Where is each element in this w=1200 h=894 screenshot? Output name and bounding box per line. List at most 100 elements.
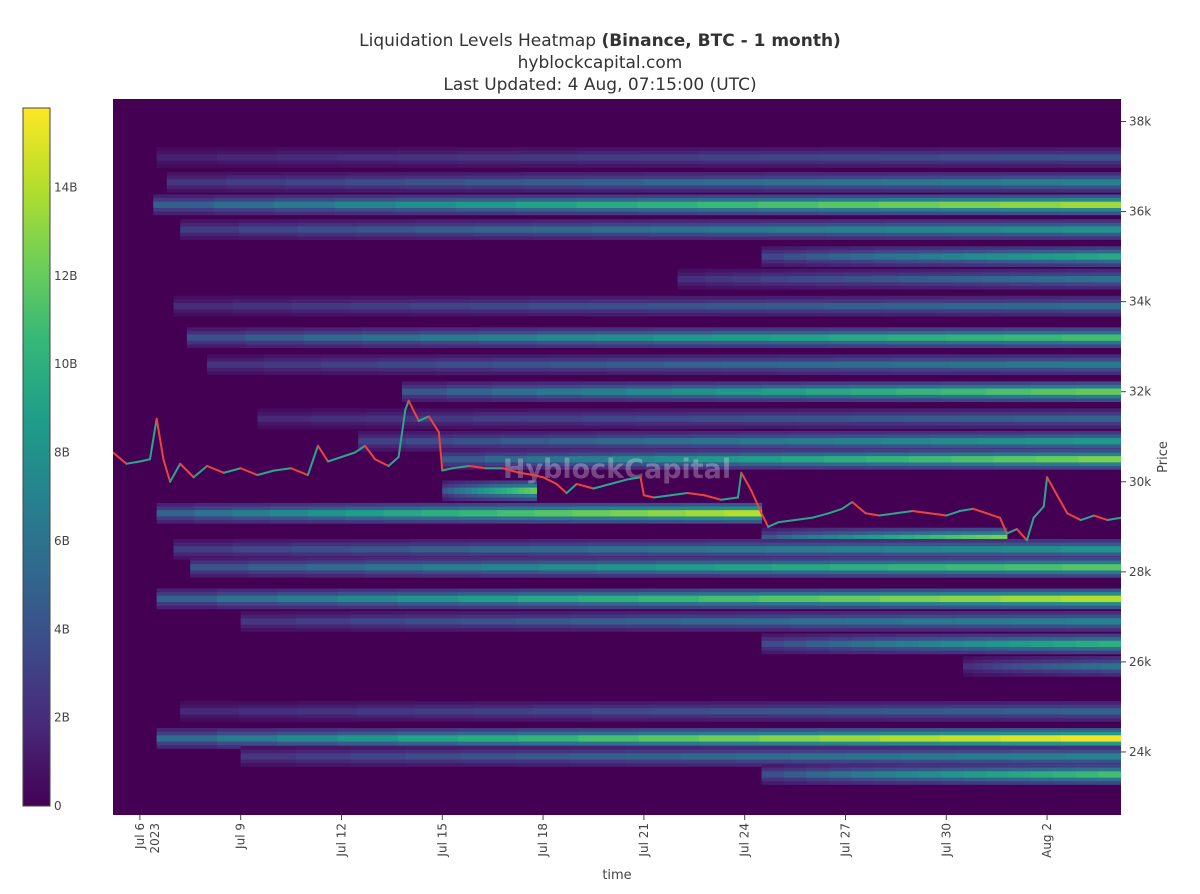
price-segment bbox=[794, 516, 813, 522]
heatmap-cell bbox=[1076, 771, 1100, 778]
heatmap-cell bbox=[882, 179, 943, 186]
heatmap-cell bbox=[709, 226, 769, 233]
heatmap-cell bbox=[186, 334, 246, 341]
heatmap-cell bbox=[900, 753, 957, 760]
heatmap-cell bbox=[896, 253, 920, 260]
price-segment bbox=[138, 458, 151, 463]
price-segment bbox=[851, 501, 867, 515]
heatmap-cell bbox=[830, 564, 889, 571]
heatmap-cell bbox=[1025, 438, 1074, 445]
heatmap-cell bbox=[471, 487, 479, 494]
heatmap-cell bbox=[1032, 663, 1043, 670]
price-segment bbox=[404, 399, 410, 411]
heatmap-cell bbox=[405, 753, 462, 760]
heatmap-cell bbox=[351, 546, 411, 553]
heatmap-cell bbox=[216, 154, 278, 161]
x-tick-label: Jul 12 bbox=[334, 823, 348, 858]
heatmap-cell bbox=[1091, 663, 1102, 670]
heatmap-cell bbox=[887, 334, 947, 341]
heatmap-cell bbox=[739, 456, 783, 463]
price-segment bbox=[1042, 476, 1049, 508]
heatmap-cell bbox=[277, 154, 339, 161]
heatmap-cell bbox=[528, 302, 589, 310]
heatmap-cell bbox=[492, 361, 551, 368]
heatmap-cell bbox=[478, 334, 538, 341]
heatmap-cell bbox=[664, 361, 722, 368]
heatmap-cell bbox=[1061, 179, 1121, 186]
price-segment bbox=[1066, 512, 1082, 522]
heatmap-cell bbox=[362, 334, 422, 341]
heatmap-cell bbox=[853, 534, 870, 542]
price-segment bbox=[767, 521, 780, 528]
heatmap-cell bbox=[307, 510, 347, 517]
heatmap-cell bbox=[963, 663, 974, 670]
heatmap-cell bbox=[761, 771, 785, 778]
heatmap-cell bbox=[882, 438, 931, 445]
heatmap-cell bbox=[1101, 663, 1112, 670]
price-segment bbox=[1032, 505, 1045, 519]
heatmap-cell bbox=[458, 154, 519, 161]
heatmap-cell bbox=[1071, 663, 1083, 670]
heatmap-cell bbox=[533, 708, 593, 715]
heatmap-cell bbox=[1076, 253, 1100, 260]
heatmap-cell bbox=[986, 388, 1032, 395]
heatmap-cell bbox=[896, 640, 920, 648]
price-segment bbox=[364, 444, 377, 461]
heatmap-cell bbox=[778, 361, 836, 368]
heatmap-cell bbox=[768, 708, 828, 715]
heatmap-cell bbox=[991, 534, 1008, 542]
heatmap-cell bbox=[993, 456, 1037, 463]
y-tick-label: 38k bbox=[1129, 115, 1151, 129]
heatmap-cell bbox=[721, 361, 779, 368]
heatmap-cell bbox=[1042, 663, 1053, 670]
heatmap-cell bbox=[677, 275, 706, 283]
heatmap-cell bbox=[351, 302, 411, 310]
heatmap-cell bbox=[474, 708, 534, 715]
heatmap-cell bbox=[834, 438, 884, 445]
heatmap-cell bbox=[838, 534, 855, 542]
heatmap-cell bbox=[611, 456, 655, 463]
heatmap-cell bbox=[453, 438, 502, 445]
heatmap-cell bbox=[350, 753, 407, 760]
price-segment bbox=[542, 476, 558, 486]
heatmap-cell bbox=[405, 618, 462, 625]
heatmap-cell bbox=[464, 179, 526, 186]
heatmap-cell bbox=[239, 708, 299, 715]
heatmap-cell bbox=[824, 456, 868, 463]
heatmap-cell bbox=[286, 179, 347, 186]
heatmap-cell bbox=[295, 618, 352, 625]
liquidation-band bbox=[156, 502, 763, 524]
liquidation-band bbox=[156, 588, 1121, 610]
heatmap-cell bbox=[941, 253, 965, 260]
price-segment bbox=[669, 492, 689, 497]
heatmap-cell bbox=[716, 388, 763, 395]
heatmap-cell bbox=[180, 226, 240, 233]
heatmap-cell bbox=[905, 415, 960, 422]
heatmap-cell bbox=[1073, 438, 1121, 445]
heatmap-cell bbox=[1036, 456, 1080, 463]
heatmap-cell bbox=[578, 735, 640, 742]
liquidation-band bbox=[963, 656, 1121, 677]
heatmap-cell bbox=[884, 302, 944, 310]
heatmap-cell bbox=[697, 201, 759, 208]
heatmap-cell bbox=[771, 564, 831, 571]
heatmap-cell bbox=[691, 438, 741, 445]
heatmap-cell bbox=[516, 201, 578, 208]
heatmap-cell bbox=[1010, 753, 1067, 760]
colorbar-tick-label: 14B bbox=[54, 181, 78, 195]
liquidation-band bbox=[257, 408, 1121, 430]
heatmap-cell bbox=[900, 618, 957, 625]
heatmap-cell bbox=[277, 595, 339, 603]
heatmap-cell bbox=[484, 456, 528, 463]
heatmap-cell bbox=[1002, 663, 1014, 670]
heatmap-cell bbox=[986, 253, 1010, 260]
heatmap-cell bbox=[506, 487, 514, 494]
heatmap-cell bbox=[1001, 179, 1062, 186]
heatmap-cell bbox=[941, 771, 965, 778]
heatmap-cell bbox=[644, 438, 693, 445]
heatmap-cell bbox=[591, 226, 652, 233]
heatmap-cell bbox=[578, 154, 640, 161]
heatmap-cell bbox=[303, 334, 363, 341]
heatmap-cell bbox=[459, 487, 467, 494]
